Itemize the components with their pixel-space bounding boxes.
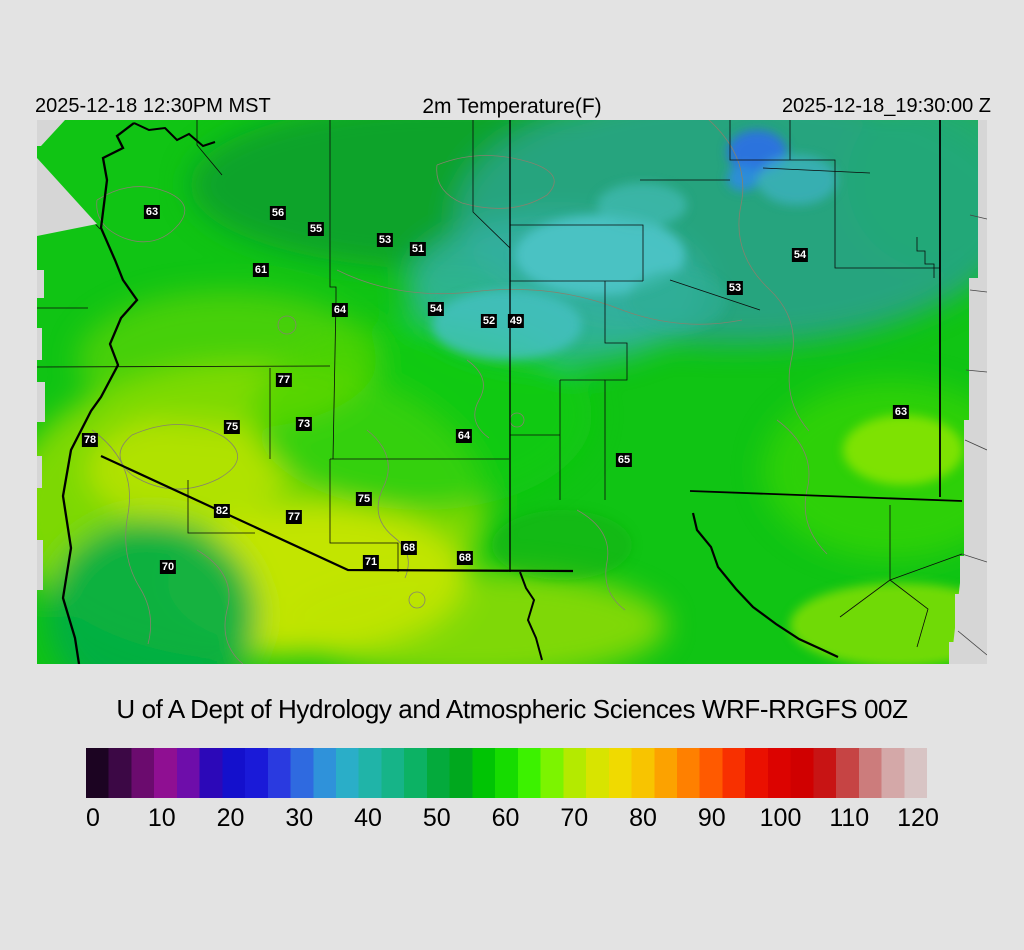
county-borders [37, 120, 963, 648]
credit-line: U of A Dept of Hydrology and Atmospheric… [116, 694, 908, 724]
colorbar-tick-label: 90 [697, 804, 726, 832]
colorbar-tick-label: 110 [829, 804, 870, 832]
colorbar-tick-label: 0 [86, 804, 100, 832]
weather-map [37, 120, 987, 664]
temperature-detail-blobs [432, 130, 987, 664]
local-datetime-label: 2025-12-18 12:30PM MST [35, 95, 271, 117]
colorbar-tick-label: 120 [897, 804, 939, 832]
colorbar-ticks: 0 10 20 30 40 50 60 70 80 90 100 110 120 [0, 804, 1024, 838]
colorbar-tick-label: 80 [629, 804, 657, 832]
colorbar-tick-label: 30 [285, 804, 314, 832]
colorbar-tick-label: 100 [759, 804, 802, 832]
colorbar-tick-label: 50 [422, 804, 451, 832]
colorbar-tick-label: 70 [560, 804, 589, 832]
state-borders-and-rivers [61, 120, 963, 664]
utc-datetime-label: 2025-12-18_19:30:00 Z [781, 95, 991, 117]
temperature-field-svg [37, 120, 987, 664]
outside-domain-county-lines [957, 214, 987, 656]
temperature-colorbar [86, 748, 927, 798]
domain-void-areas [37, 120, 987, 664]
colorbar-tick-label: 20 [216, 804, 245, 832]
colorbar-tick-label: 40 [354, 804, 382, 832]
colorbar-tick-label: 10 [147, 804, 176, 832]
colorbar-tick-label: 60 [491, 804, 520, 832]
page-title: 2m Temperature(F) [422, 95, 602, 118]
